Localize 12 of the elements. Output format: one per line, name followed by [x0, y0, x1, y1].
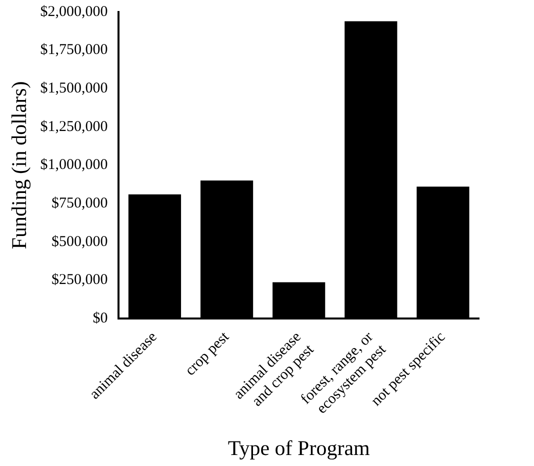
y-tick-label: $500,000 [51, 234, 108, 250]
y-tick-label: $750,000 [51, 195, 108, 212]
y-tick-label: $1,750,000 [40, 42, 108, 58]
y-tick-label: $0 [92, 310, 108, 326]
x-tick-label: crop pest [182, 328, 233, 379]
y-tick-label: $1,000,000 [40, 157, 108, 174]
y-axis-title: Funding (in dollars) [7, 81, 32, 250]
x-axis-title: Type of Program [228, 436, 370, 460]
y-tick-label: $2,000,000 [40, 4, 108, 20]
y-tick-label: $1,500,000 [40, 80, 108, 97]
y-tick-label: $1,250,000 [40, 118, 108, 135]
y-tick-label: $250,000 [51, 272, 108, 288]
